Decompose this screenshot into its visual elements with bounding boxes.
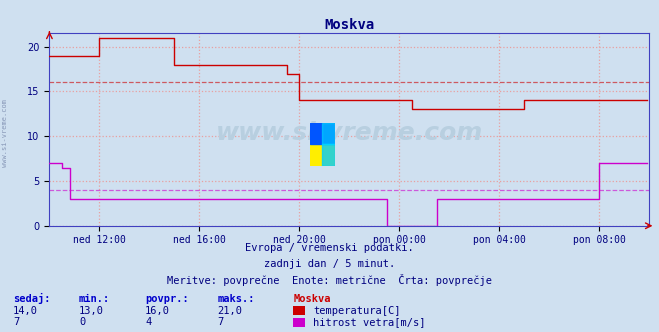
Text: povpr.:: povpr.: <box>145 294 188 304</box>
Text: www.si-vreme.com: www.si-vreme.com <box>215 121 483 145</box>
Text: zadnji dan / 5 minut.: zadnji dan / 5 minut. <box>264 259 395 269</box>
Polygon shape <box>310 123 335 144</box>
Text: min.:: min.: <box>79 294 110 304</box>
Title: Moskva: Moskva <box>324 18 374 32</box>
Text: Evropa / vremenski podatki.: Evropa / vremenski podatki. <box>245 243 414 253</box>
Text: 21,0: 21,0 <box>217 306 243 316</box>
Text: 4: 4 <box>145 317 151 327</box>
Text: maks.:: maks.: <box>217 294 255 304</box>
Text: 16,0: 16,0 <box>145 306 170 316</box>
Polygon shape <box>322 144 335 166</box>
Text: sedaj:: sedaj: <box>13 293 51 304</box>
Text: 0: 0 <box>79 317 85 327</box>
Text: www.si-vreme.com: www.si-vreme.com <box>2 99 9 167</box>
Text: 7: 7 <box>13 317 19 327</box>
Text: 13,0: 13,0 <box>79 306 104 316</box>
Text: temperatura[C]: temperatura[C] <box>313 306 401 316</box>
Text: 7: 7 <box>217 317 223 327</box>
Polygon shape <box>322 123 335 144</box>
Text: 14,0: 14,0 <box>13 306 38 316</box>
Text: hitrost vetra[m/s]: hitrost vetra[m/s] <box>313 317 426 327</box>
Text: Meritve: povprečne  Enote: metrične  Črta: povprečje: Meritve: povprečne Enote: metrične Črta:… <box>167 274 492 286</box>
Text: Moskva: Moskva <box>293 294 331 304</box>
Polygon shape <box>310 144 335 166</box>
